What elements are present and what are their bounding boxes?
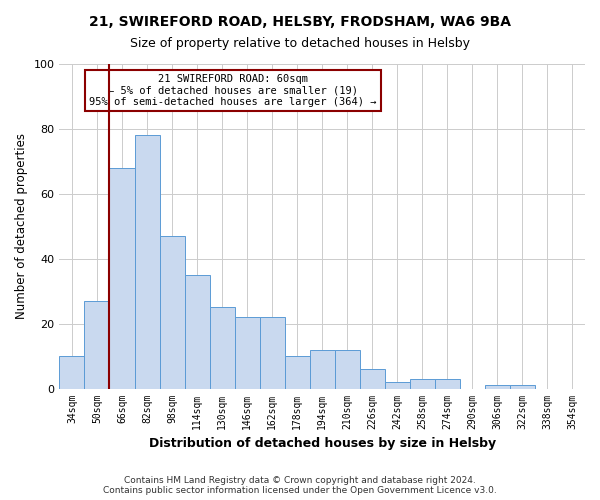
Text: Contains HM Land Registry data © Crown copyright and database right 2024.
Contai: Contains HM Land Registry data © Crown c… (103, 476, 497, 495)
Bar (335, 350, 360, 389)
Text: 21, SWIREFORD ROAD, HELSBY, FRODSHAM, WA6 9BA: 21, SWIREFORD ROAD, HELSBY, FRODSHAM, WA… (89, 15, 511, 29)
Text: 21 SWIREFORD ROAD: 60sqm
← 5% of detached houses are smaller (19)
95% of semi-de: 21 SWIREFORD ROAD: 60sqm ← 5% of detache… (89, 74, 377, 107)
Bar (510, 386, 535, 388)
Bar (85, 301, 109, 388)
Bar (109, 168, 134, 388)
Bar (385, 382, 410, 388)
Bar (260, 317, 284, 388)
Bar (235, 317, 260, 388)
Bar (485, 386, 510, 388)
Bar (435, 379, 460, 388)
Bar (209, 308, 235, 388)
Bar (59, 356, 85, 388)
Bar (185, 275, 209, 388)
Bar (134, 136, 160, 388)
Bar (360, 369, 385, 388)
X-axis label: Distribution of detached houses by size in Helsby: Distribution of detached houses by size … (149, 437, 496, 450)
Text: Size of property relative to detached houses in Helsby: Size of property relative to detached ho… (130, 38, 470, 51)
Y-axis label: Number of detached properties: Number of detached properties (15, 134, 28, 320)
Bar (160, 236, 185, 388)
Bar (284, 356, 310, 388)
Bar (310, 350, 335, 389)
Bar (410, 379, 435, 388)
